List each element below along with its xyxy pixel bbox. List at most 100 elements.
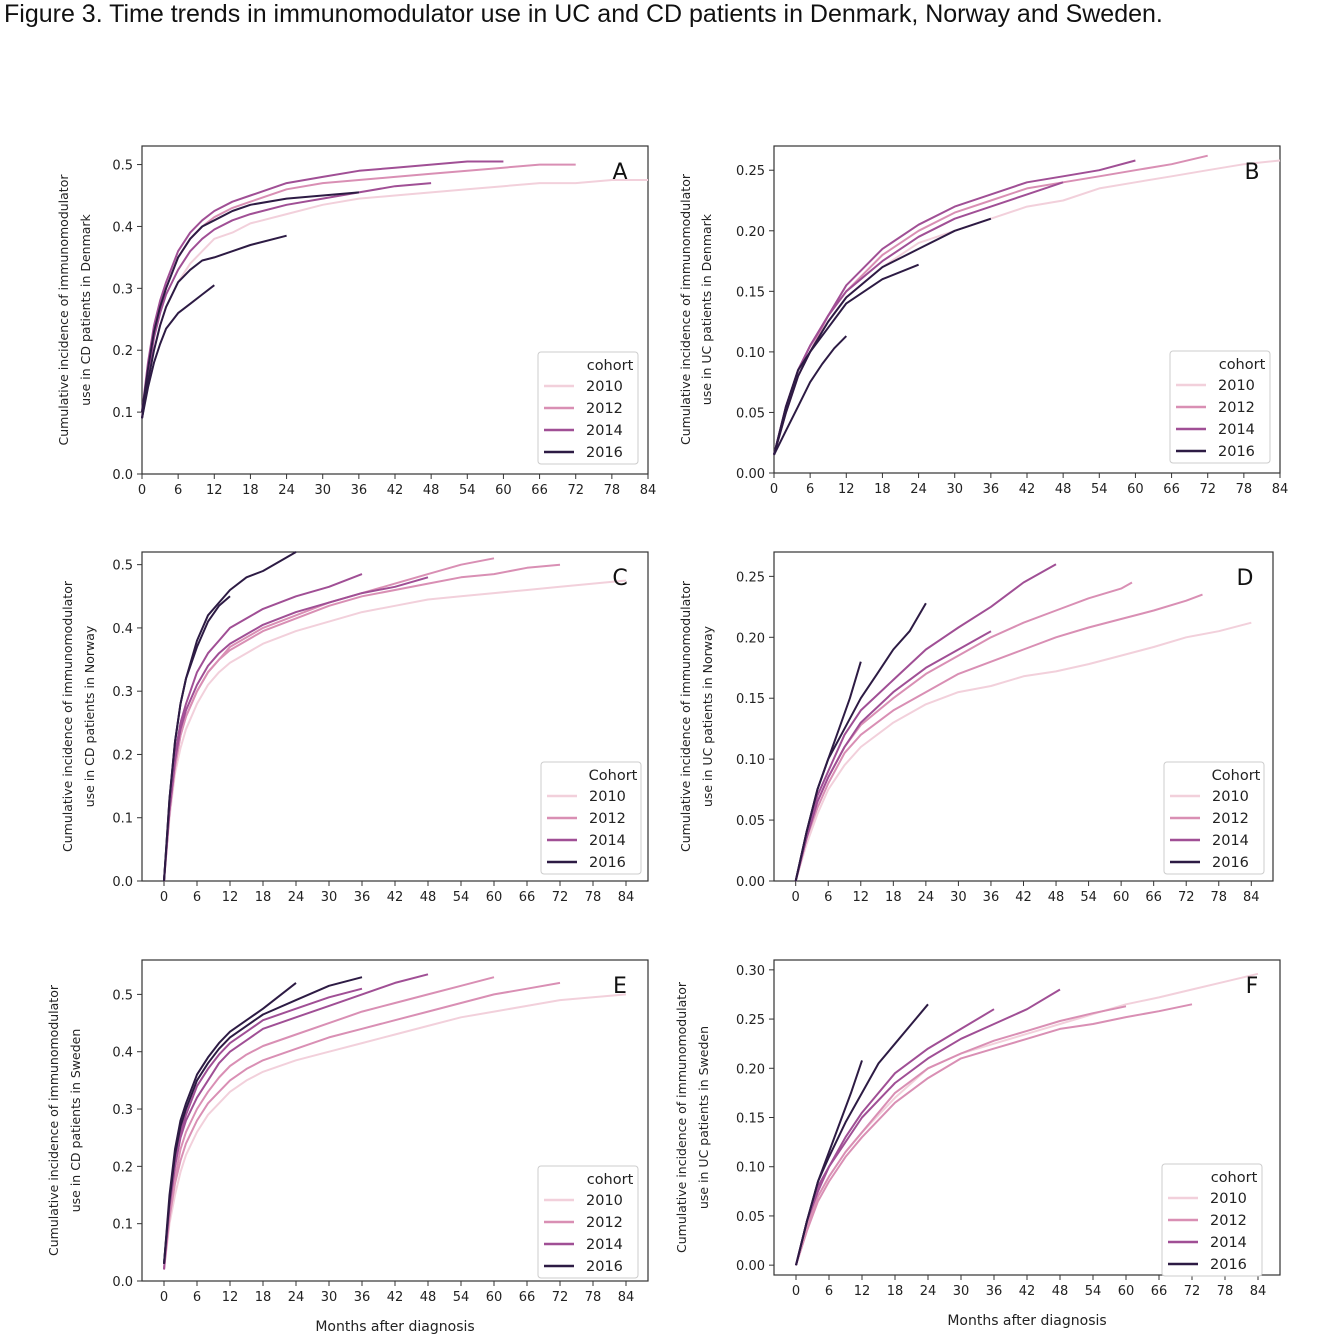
panel-letter: C bbox=[612, 566, 627, 591]
x-tick-label: 6 bbox=[193, 890, 201, 905]
x-tick-label: 6 bbox=[193, 1290, 201, 1305]
x-tick-label: 84 bbox=[618, 1290, 635, 1305]
series-line-2014 bbox=[794, 630, 992, 882]
y-tick-label: 0.05 bbox=[736, 406, 765, 421]
x-tick-label: 18 bbox=[887, 1284, 904, 1299]
legend-label-2014: 2014 bbox=[586, 1237, 623, 1253]
legend-label-2016: 2016 bbox=[1218, 444, 1255, 460]
x-tick-label: 42 bbox=[387, 890, 404, 905]
x-tick-label: 42 bbox=[1019, 482, 1036, 497]
panel-a: 0 6 12 18 24 30 36 42 48 54 60 66 72 78 84 0.0 0.1 0.2 0.3… bbox=[56, 145, 657, 498]
legend-box bbox=[537, 351, 639, 465]
y-tick-label: 0.1 bbox=[112, 406, 133, 421]
legend-label-2010: 2010 bbox=[589, 789, 626, 805]
legend-title: cohort bbox=[1219, 357, 1266, 373]
x-tick-label: 60 bbox=[1127, 482, 1144, 497]
series-line-2016 bbox=[773, 263, 919, 456]
legend: cohort 2010 2012 2014 2016 bbox=[1161, 1163, 1263, 1277]
y-tick-label: 0.30 bbox=[736, 964, 765, 979]
legend-label-2014: 2014 bbox=[586, 423, 623, 439]
x-tick-label: 18 bbox=[255, 1290, 272, 1305]
legend: Cohort 2010 2012 2014 2016 bbox=[540, 761, 642, 875]
y-axis-label: Cumulative incidence of immunomodulator bbox=[46, 984, 61, 1256]
series-line-2016 bbox=[794, 602, 927, 882]
y-tick-label: 0.4 bbox=[112, 1046, 133, 1061]
series-line-2014 bbox=[163, 973, 429, 1270]
y-axis-label: use in CD patients in Denmark bbox=[78, 213, 93, 405]
x-tick-label: 30 bbox=[314, 483, 331, 498]
series-line-2010 bbox=[163, 579, 627, 882]
y-tick-label: 0.1 bbox=[112, 1218, 133, 1233]
y-tick-label: 0.3 bbox=[112, 685, 133, 700]
x-tick-label: 66 bbox=[1145, 890, 1162, 905]
series-line-2014 bbox=[773, 159, 1136, 456]
y-tick-label: 0.10 bbox=[736, 1161, 765, 1176]
legend-label-2012: 2012 bbox=[586, 401, 623, 417]
legend-label-2016: 2016 bbox=[586, 1259, 623, 1275]
series-line-2012 bbox=[794, 593, 1203, 882]
y-tick-label: 0.25 bbox=[736, 164, 765, 179]
x-tick-label: 12 bbox=[222, 890, 239, 905]
x-tick-label: 66 bbox=[519, 890, 536, 905]
x-tick-label: 48 bbox=[1052, 1284, 1069, 1299]
y-axis-label: use in UC patients in Denmark bbox=[699, 213, 714, 405]
legend-label-2014: 2014 bbox=[1212, 833, 1249, 849]
y-tick-label: 0.10 bbox=[736, 753, 765, 768]
x-tick-label: 84 bbox=[1243, 890, 1260, 905]
y-tick-label: 0.15 bbox=[736, 692, 765, 707]
series-line-2016 bbox=[773, 335, 848, 456]
legend-label-2010: 2010 bbox=[1218, 378, 1255, 394]
y-axis-label: Cumulative incidence of immunomodulator bbox=[674, 981, 689, 1253]
x-tick-label: 18 bbox=[874, 482, 891, 497]
series-line-2016 bbox=[141, 284, 215, 419]
x-tick-label: 12 bbox=[854, 1284, 871, 1299]
x-tick-label: 24 bbox=[288, 1290, 305, 1305]
y-tick-label: 0.5 bbox=[112, 559, 133, 574]
x-tick-label: 18 bbox=[885, 890, 902, 905]
legend-title: cohort bbox=[587, 1172, 634, 1188]
legend: cohort 2010 2012 2014 2016 bbox=[537, 1165, 639, 1279]
y-tick-label: 0.3 bbox=[112, 282, 133, 297]
legend-title: Cohort bbox=[1212, 768, 1261, 784]
y-axis-label: use in UC patients in Norway bbox=[700, 625, 715, 807]
y-tick-label: 0.00 bbox=[736, 875, 765, 890]
x-tick-label: 24 bbox=[920, 1284, 937, 1299]
x-tick-label: 60 bbox=[1118, 1284, 1135, 1299]
legend-label-2012: 2012 bbox=[1212, 811, 1249, 827]
x-tick-label: 84 bbox=[618, 890, 635, 905]
x-tick-label: 30 bbox=[950, 890, 967, 905]
series-line-2014 bbox=[141, 182, 432, 419]
x-tick-label: 30 bbox=[953, 1284, 970, 1299]
x-tick-label: 84 bbox=[640, 483, 657, 498]
series-line-2010 bbox=[163, 993, 627, 1270]
series-line-2012 bbox=[795, 1005, 1127, 1266]
x-tick-label: 66 bbox=[531, 483, 548, 498]
series-line-2014 bbox=[141, 160, 504, 413]
x-tick-label: 72 bbox=[1178, 890, 1195, 905]
x-tick-label: 30 bbox=[321, 890, 338, 905]
x-tick-label: 24 bbox=[288, 890, 305, 905]
x-tick-label: 42 bbox=[1019, 1284, 1036, 1299]
series-line-2012 bbox=[773, 154, 1208, 456]
x-tick-label: 48 bbox=[1055, 482, 1072, 497]
x-tick-label: 42 bbox=[387, 483, 404, 498]
series-line-2014 bbox=[794, 563, 1057, 882]
x-tick-label: 78 bbox=[604, 483, 621, 498]
legend-label-2010: 2010 bbox=[586, 1193, 623, 1209]
series-line-2012 bbox=[141, 163, 576, 413]
y-tick-label: 0.15 bbox=[736, 285, 765, 300]
x-tick-label: 18 bbox=[255, 890, 272, 905]
legend-label-2014: 2014 bbox=[589, 833, 626, 849]
x-tick-label: 72 bbox=[1184, 1284, 1201, 1299]
legend-label-2014: 2014 bbox=[1218, 422, 1255, 438]
series-line-2016 bbox=[141, 191, 359, 413]
series-line-2014 bbox=[773, 181, 1064, 456]
x-tick-label: 18 bbox=[242, 483, 259, 498]
legend-label-2010: 2010 bbox=[586, 379, 623, 395]
x-tick-label: 54 bbox=[1080, 890, 1097, 905]
x-tick-label: 48 bbox=[420, 1290, 437, 1305]
legend-label-2016: 2016 bbox=[586, 445, 623, 461]
x-tick-label: 0 bbox=[160, 890, 168, 905]
series-line-2012 bbox=[163, 976, 495, 1270]
x-tick-label: 54 bbox=[1085, 1284, 1102, 1299]
